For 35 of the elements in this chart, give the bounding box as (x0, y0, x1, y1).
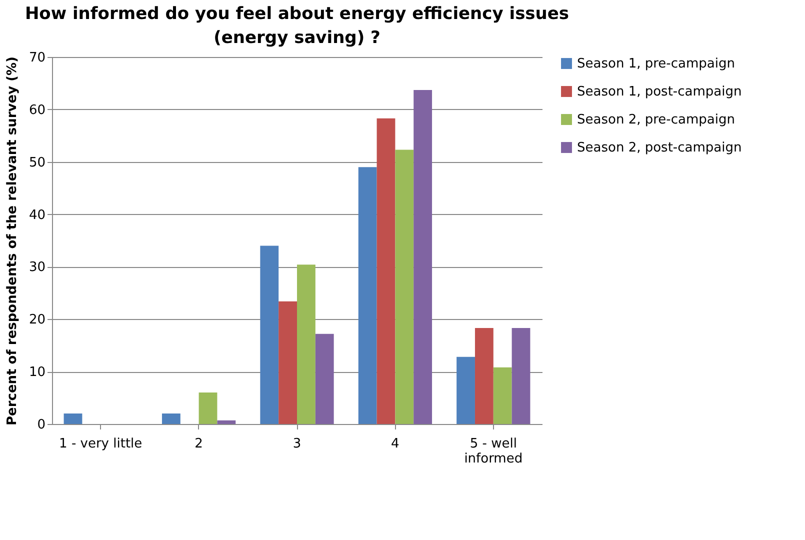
bar (512, 328, 530, 424)
bar (217, 420, 236, 424)
y-tick-label: 30 (28, 260, 46, 276)
bar (260, 246, 279, 424)
y-tick-label: 10 (28, 365, 46, 380)
bar (493, 367, 512, 424)
legend-label: Season 1, pre-campaign (577, 56, 735, 72)
y-tick-label: 40 (28, 208, 46, 223)
bar (358, 167, 377, 424)
bar (162, 414, 180, 424)
bar (376, 118, 396, 424)
bar (456, 356, 475, 424)
y-tick-label: 20 (28, 312, 46, 328)
bar (64, 414, 82, 424)
bar (278, 301, 297, 424)
chart-title: How informed do you feel about energy efficiency issues (energy saving) ? (24, 4, 570, 48)
y-tick-label: 0 (37, 418, 46, 432)
y-tick-label: 50 (28, 155, 46, 170)
y-tick-label: 60 (28, 102, 46, 118)
x-tick-label: 4 (391, 436, 400, 452)
legend-label: Season 2, post-campaign (577, 140, 742, 156)
legend-label: Season 1, post-campaign (577, 84, 742, 100)
bar (297, 264, 316, 424)
bar (198, 392, 218, 424)
y-axis-title: Percent of respondents of the relevant survey (%) (4, 56, 20, 426)
x-tick-label: 1 - very little (59, 436, 142, 452)
x-tick-label: 5 - well informed (464, 436, 523, 466)
bar (414, 90, 432, 424)
x-tick-label: 2 (194, 436, 203, 452)
x-tick-label: 3 (292, 436, 302, 452)
legend-label: Season 2, pre-campaign (577, 112, 735, 128)
bar (315, 334, 334, 424)
bar (395, 150, 414, 424)
bar (474, 328, 494, 424)
y-tick-label: 70 (28, 50, 46, 66)
